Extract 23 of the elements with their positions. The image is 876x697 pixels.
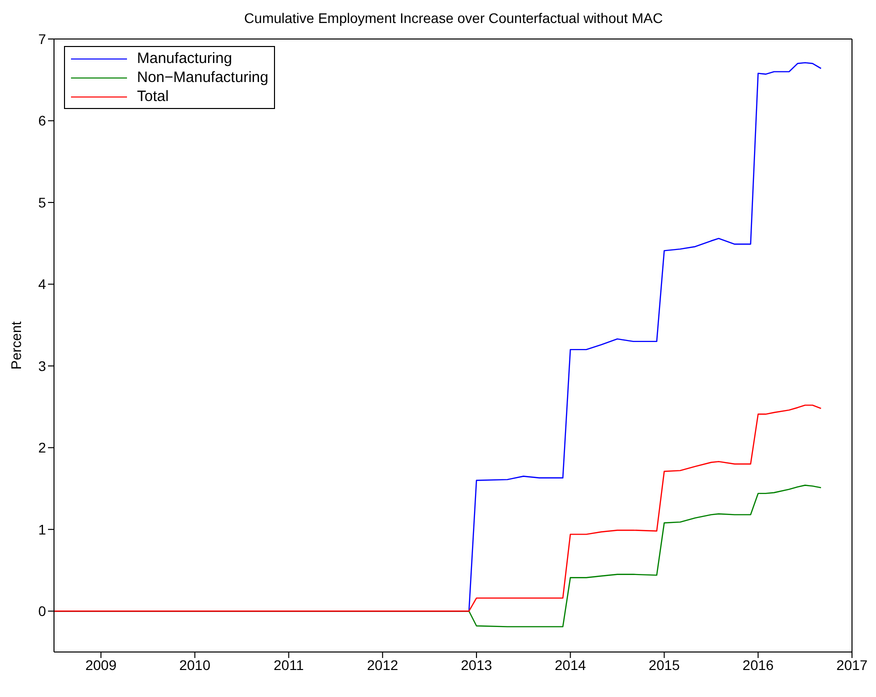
x-tick-label: 2013 [460, 656, 492, 673]
y-tick-label: 0 [38, 603, 46, 620]
legend-label: Total [137, 88, 169, 105]
y-axis-title: Percent [8, 321, 24, 370]
chart-title: Cumulative Employment Increase over Counterfactual without MAC [243, 10, 664, 26]
x-tick-label: 2016 [742, 656, 774, 673]
y-tick-label: 5 [38, 194, 46, 210]
legend-label: Manufacturing [137, 50, 232, 67]
x-tick-label: 2017 [836, 656, 868, 673]
x-tick-label: 2009 [85, 656, 117, 673]
x-tick-label: 2011 [274, 656, 304, 673]
x-tick-label: 2015 [648, 656, 680, 673]
y-tick-label: 3 [38, 358, 46, 374]
line-series [54, 404, 822, 612]
y-tick-label: 4 [38, 276, 46, 292]
y-tick-label: 6 [38, 112, 46, 129]
x-tick-label: 2010 [179, 656, 211, 673]
y-tick-label: 7 [38, 30, 46, 47]
x-tick-label: 2014 [554, 656, 586, 673]
legend-label: Non−Manufacturing [137, 69, 268, 86]
y-tick-label: 2 [38, 440, 46, 456]
x-tick-label: 2012 [367, 656, 398, 673]
y-tick-label: 1 [38, 521, 46, 538]
